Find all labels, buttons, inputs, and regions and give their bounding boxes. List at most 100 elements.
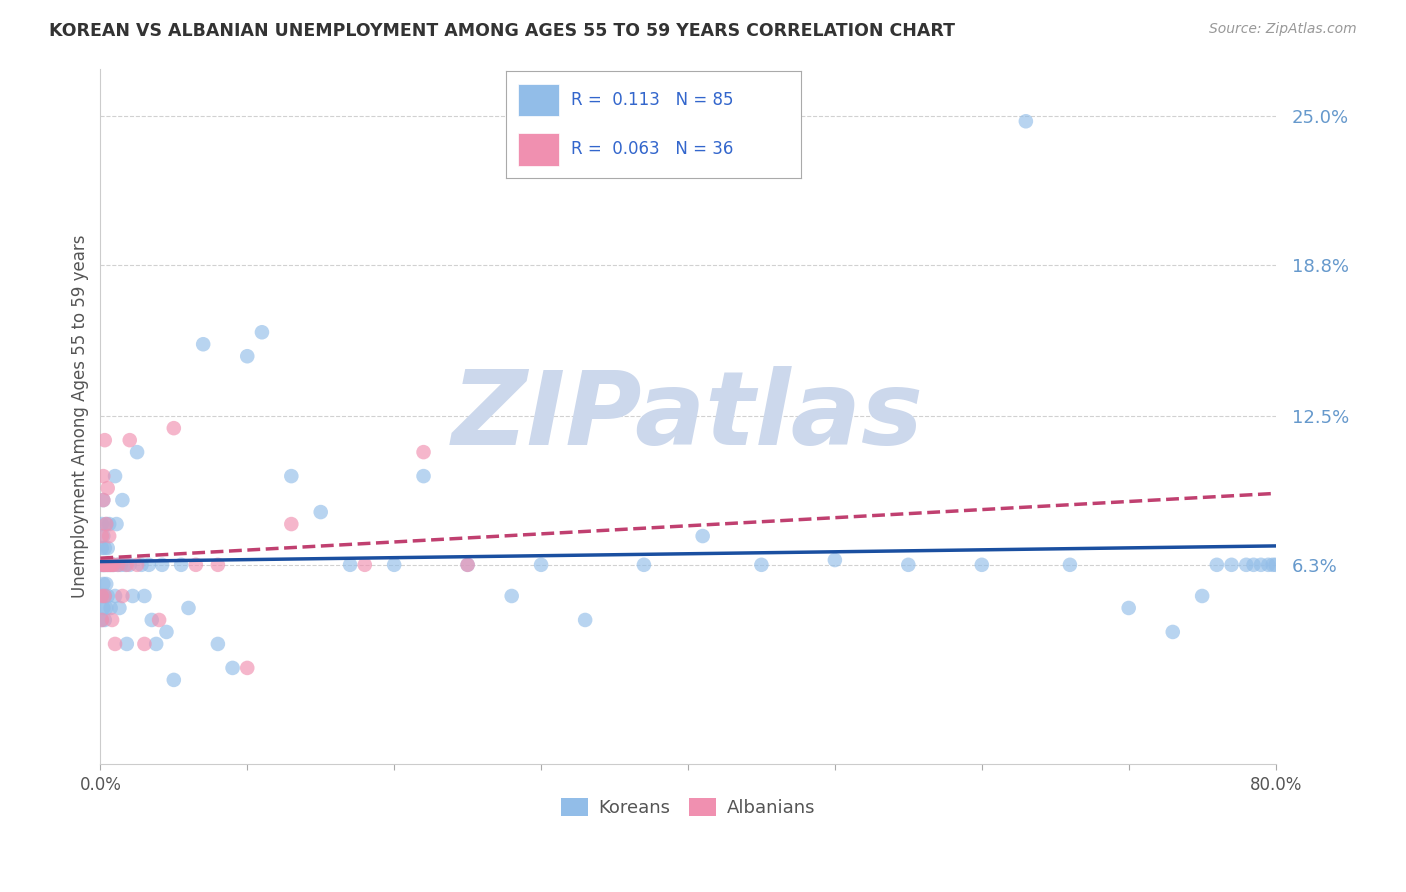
Point (94, 613, 117, 627)
Point (96, 517, 118, 532)
Point (96, 558, 118, 572)
Point (91, 469, 114, 483)
Point (104, 469, 127, 483)
Point (1243, 558, 1265, 572)
Point (90, 558, 112, 572)
Point (98, 517, 121, 532)
Text: KOREAN VS ALBANIAN UNEMPLOYMENT AMONG AGES 55 TO 59 YEARS CORRELATION CHART: KOREAN VS ALBANIAN UNEMPLOYMENT AMONG AG… (49, 22, 955, 40)
Point (1191, 589, 1213, 603)
Point (170, 558, 193, 572)
Point (125, 445, 148, 459)
Point (1205, 558, 1227, 572)
Point (97, 481, 120, 495)
Point (96, 517, 118, 532)
Point (103, 558, 125, 572)
Point (1234, 558, 1257, 572)
Point (111, 589, 134, 603)
Point (221, 661, 243, 675)
Point (101, 558, 124, 572)
Point (97, 589, 120, 603)
Point (155, 624, 177, 639)
Point (118, 558, 141, 572)
Point (457, 558, 479, 572)
Point (134, 637, 156, 651)
Point (94, 589, 117, 603)
Point (101, 558, 124, 572)
Point (412, 469, 434, 483)
Point (94, 558, 117, 572)
Point (98, 558, 121, 572)
Point (193, 337, 215, 351)
Bar (517, 84, 560, 116)
Point (101, 613, 124, 627)
Point (98, 558, 121, 572)
Point (94, 589, 117, 603)
Point (897, 558, 920, 572)
Point (309, 505, 332, 519)
Point (91, 493, 114, 508)
Point (97, 558, 120, 572)
Point (107, 558, 129, 572)
Point (90, 558, 112, 572)
Point (207, 558, 229, 572)
Point (353, 558, 375, 572)
Point (148, 613, 170, 627)
Point (824, 553, 846, 567)
Text: ZIPatlas: ZIPatlas (451, 366, 924, 467)
Point (91, 493, 114, 508)
Point (115, 637, 138, 651)
Point (107, 558, 129, 572)
Point (91, 558, 114, 572)
Point (530, 558, 553, 572)
Point (96, 577, 118, 591)
Point (91, 558, 114, 572)
Point (501, 589, 523, 603)
Point (574, 613, 596, 627)
Text: R =  0.113   N = 85: R = 0.113 N = 85 (571, 91, 734, 109)
Point (1059, 558, 1081, 572)
Point (141, 613, 163, 627)
Point (104, 637, 127, 651)
Point (412, 445, 434, 459)
Point (91, 577, 114, 591)
Point (138, 558, 160, 572)
Point (280, 517, 302, 532)
Point (250, 325, 273, 339)
Point (105, 517, 128, 532)
Point (94, 558, 117, 572)
Point (108, 601, 131, 615)
Point (382, 558, 405, 572)
Text: Source: ZipAtlas.com: Source: ZipAtlas.com (1209, 22, 1357, 37)
Point (97, 558, 120, 572)
Point (145, 637, 167, 651)
Point (1264, 558, 1286, 572)
Point (134, 589, 156, 603)
Legend: Koreans, Albanians: Koreans, Albanians (554, 790, 823, 824)
Point (1118, 601, 1140, 615)
Point (280, 469, 302, 483)
Point (91, 601, 114, 615)
Point (94, 541, 117, 555)
Point (163, 421, 186, 435)
Point (90, 529, 112, 543)
Point (98, 529, 121, 543)
Point (91, 558, 114, 572)
Point (177, 601, 200, 615)
Point (150, 558, 173, 572)
Point (96, 558, 118, 572)
Point (115, 558, 138, 572)
Point (1161, 624, 1184, 639)
Point (94, 558, 117, 572)
Text: R =  0.063   N = 36: R = 0.063 N = 36 (571, 141, 734, 159)
Point (97, 541, 120, 555)
Point (339, 558, 361, 572)
Y-axis label: Unemployment Among Ages 55 to 59 years: Unemployment Among Ages 55 to 59 years (72, 235, 89, 598)
Point (104, 589, 127, 603)
Point (100, 558, 122, 572)
Point (1261, 558, 1284, 572)
Point (90, 541, 112, 555)
Point (207, 637, 229, 651)
Point (236, 349, 259, 363)
Point (1250, 558, 1272, 572)
Point (125, 558, 148, 572)
